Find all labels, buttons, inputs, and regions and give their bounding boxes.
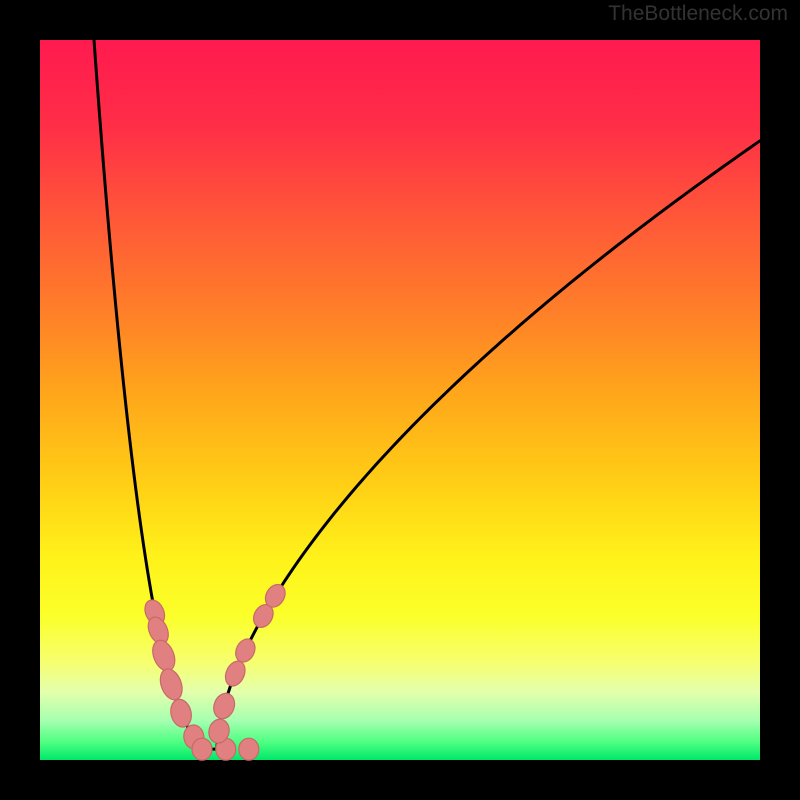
- watermark-text: TheBottleneck.com: [608, 2, 788, 26]
- bottleneck-chart: [0, 0, 800, 800]
- marker-point: [239, 738, 259, 760]
- chart-container: TheBottleneck.com: [0, 0, 800, 800]
- marker-point: [192, 738, 212, 760]
